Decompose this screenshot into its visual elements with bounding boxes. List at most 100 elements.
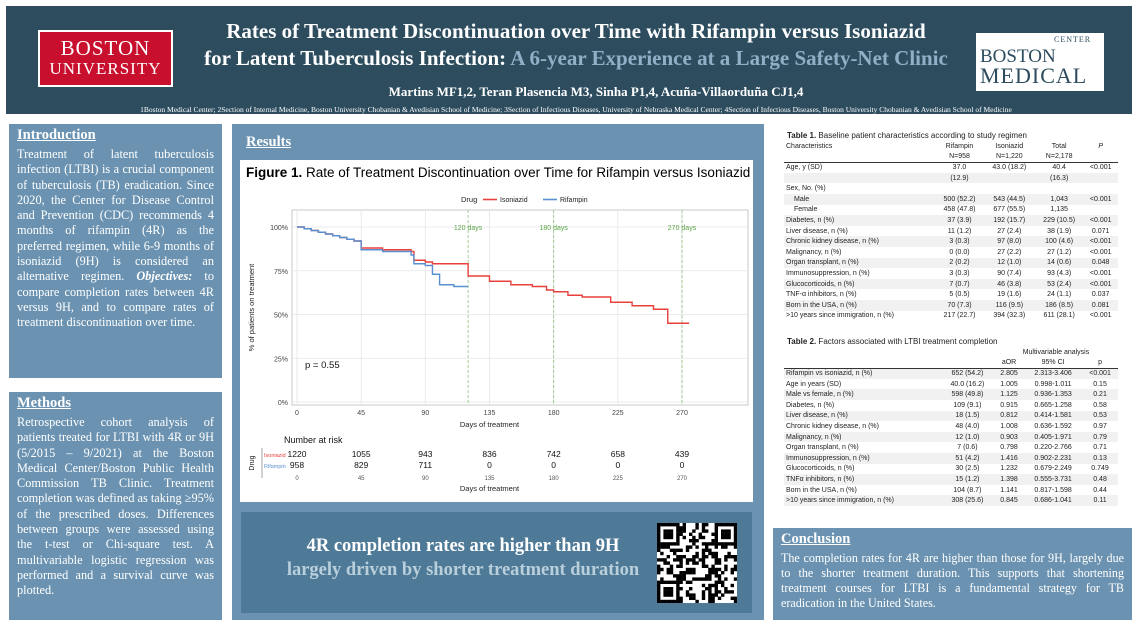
qr-module xyxy=(717,542,722,546)
qr-module xyxy=(727,523,731,527)
qr-module xyxy=(676,583,680,588)
table2-cell: 0.665-1.258 xyxy=(1034,401,1072,409)
qr-module xyxy=(695,523,699,527)
x-tick-label: 270 xyxy=(676,410,688,417)
qr-module xyxy=(714,580,718,584)
qr-module xyxy=(666,599,670,603)
table1-cell: 500 (52.2) xyxy=(935,193,984,205)
qr-module xyxy=(692,539,696,543)
qr-module xyxy=(701,577,706,581)
introduction-heading: Introduction xyxy=(17,127,96,143)
qr-module xyxy=(685,593,690,597)
table1-cell: 0.037 xyxy=(1091,291,1110,299)
qr-module xyxy=(733,567,737,572)
table1-cell: 97 (8.0) xyxy=(983,236,1035,247)
table2-cell: 2.313-3.406 xyxy=(1024,368,1083,379)
table2-header-cell xyxy=(941,347,994,358)
table1-header-row: Characteristics Rifampin Isoniazid Total P xyxy=(784,141,1118,152)
boston-university-logo: BOSTON UNIVERSITY xyxy=(38,30,173,87)
qr-module xyxy=(679,561,683,565)
reference-line-label: 120 days xyxy=(454,225,483,232)
table2-cell: 0.405-1.971 xyxy=(1024,431,1083,443)
qr-module xyxy=(733,558,737,562)
table2-cell: 0.58 xyxy=(1093,401,1107,409)
qr-module xyxy=(673,580,677,584)
qr-module xyxy=(701,564,706,568)
table2-header-cell xyxy=(784,347,941,358)
table1-cell: 70 (7.3) xyxy=(935,299,984,311)
table2-label: Table 2. xyxy=(787,337,817,346)
qr-module xyxy=(673,599,677,603)
qr-module xyxy=(714,561,718,565)
qr-module xyxy=(727,555,731,559)
table2-grid: Multivariable analysis aOR 95% CI p Rifampi… xyxy=(784,347,1118,506)
qr-module xyxy=(679,555,683,559)
table2-cell: 109 (9.1) xyxy=(953,401,982,409)
qr-module xyxy=(666,523,670,527)
results-heading: Results xyxy=(246,134,292,150)
qr-module xyxy=(669,580,674,584)
qr-module xyxy=(663,532,667,536)
km-chart: 0% 25% 50% 75% 100% 0 45 90 135 180 225 270 Days of … xyxy=(247,195,749,493)
table1-row: Chronic kidney disease, n (%) 3 (0.3) 97 (… xyxy=(784,236,1118,247)
qr-module xyxy=(682,555,686,559)
qr-module xyxy=(695,599,699,603)
risk-table-time-tick: 45 xyxy=(358,476,365,482)
table2-cell: 104 (8.7) xyxy=(953,486,982,494)
table2-cell: 0.48 xyxy=(1082,474,1118,485)
figure-title-text: Rate of Treatment Discontinuation over T… xyxy=(302,165,751,180)
qr-module xyxy=(711,542,715,546)
qr-module xyxy=(689,571,693,575)
table1-cell xyxy=(984,183,1035,194)
qr-module xyxy=(724,545,728,549)
poster-title: Rates of Treatment Discontinuation over … xyxy=(176,18,976,72)
table2-row: Chronic kidney disease, n (%) 48 (4.0) 1.0… xyxy=(784,421,1118,432)
qr-module xyxy=(701,583,706,588)
qr-module xyxy=(724,535,728,540)
table1-cell: 24 (1.1) xyxy=(1047,291,1072,299)
qr-module xyxy=(669,535,674,540)
qr-module xyxy=(733,545,737,549)
table1-cell: 458 (47.8) xyxy=(943,206,976,214)
qr-module xyxy=(669,548,674,552)
qr-module xyxy=(660,580,664,584)
table1-cell: Female xyxy=(794,206,818,214)
table1-cell xyxy=(1035,183,1084,194)
qr-module xyxy=(724,590,728,594)
x-tick-label: 180 xyxy=(548,410,560,417)
risk-table-value: 439 xyxy=(675,449,689,459)
bu-logo-line1: BOSTON xyxy=(60,36,151,60)
risk-table-value: 0 xyxy=(487,460,492,470)
qr-module xyxy=(682,535,686,540)
qr-module xyxy=(695,526,699,530)
qr-code[interactable] xyxy=(657,523,737,603)
qr-module xyxy=(663,580,667,584)
qr-module xyxy=(705,542,709,546)
risk-table-series-label: Rifampin xyxy=(264,464,286,470)
table2-header-cell: 95% CI xyxy=(1024,357,1083,369)
table1-cell: <0.001 xyxy=(1089,248,1112,256)
table1-row: TNF-α inhibitors, n (%) 5 (0.5) 19 (1.6) 24… xyxy=(784,289,1118,300)
qr-module xyxy=(698,532,702,536)
qr-module xyxy=(721,535,725,540)
table1-cell: 53 (2.4) xyxy=(1034,278,1084,290)
qr-module xyxy=(708,574,712,578)
qr-module xyxy=(714,574,718,578)
qr-module xyxy=(711,571,715,575)
table2-cell: 1.416 xyxy=(993,452,1025,464)
qr-module xyxy=(692,558,696,562)
table2-row: Age in years (SD) 40.0 (16.2) 1.005 0.998-1… xyxy=(784,379,1118,390)
qr-module xyxy=(673,548,677,552)
table2-cell: Organ transplant, n (%) xyxy=(786,444,859,452)
table2-cell: 0.817-1.598 xyxy=(1034,486,1072,494)
table2-cell: 0.555-3.731 xyxy=(1024,474,1083,485)
table1-row: Diabetes, n (%) 37 (3.9) 192 (15.7) 229 (10… xyxy=(784,215,1118,226)
plot-area xyxy=(291,209,749,406)
qr-module xyxy=(692,542,696,546)
table1-cell: 37 (3.9) xyxy=(935,215,984,226)
qr-module xyxy=(679,577,683,581)
table2-cell: 0.53 xyxy=(1082,410,1118,422)
header-banner: BOSTON UNIVERSITY Rates of Treatment Dis… xyxy=(6,6,1132,114)
qr-module xyxy=(676,574,680,578)
qr-module xyxy=(676,564,680,568)
